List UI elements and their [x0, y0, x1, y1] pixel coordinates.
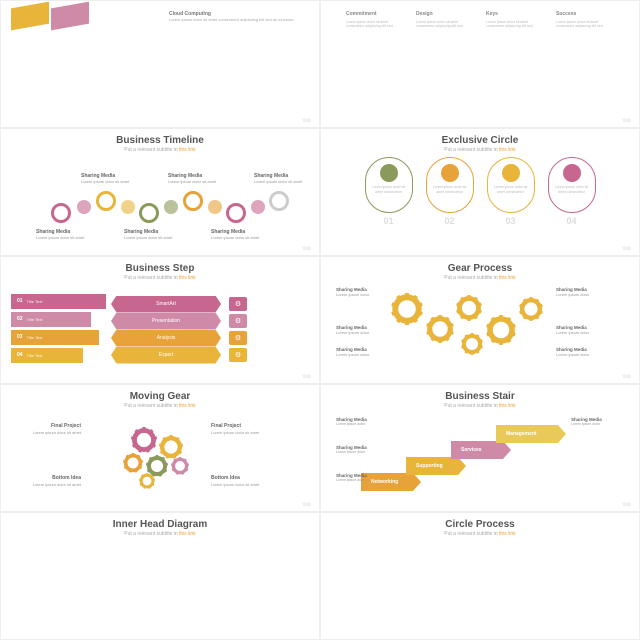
timeline-title: Business Timeline [11, 135, 309, 146]
gear-icon [426, 315, 454, 348]
step-bar: 04Title Text [11, 348, 83, 363]
page-indicator: ⊙⊙ [303, 118, 311, 124]
slide-inner-head: Inner Head Diagram Put a relevant subtit… [0, 512, 320, 640]
gear-icon [456, 295, 482, 326]
exclusive-item: Lorem ipsum dolor sit amet consectetur03 [483, 157, 538, 226]
gear-icon [519, 297, 543, 326]
cloud-text: Cloud Computing Lorem ipsum dolor sit am… [169, 11, 309, 22]
slide-circle-process: Circle Process Put a relevant subtitle i… [320, 512, 640, 640]
timeline-node [226, 203, 246, 223]
stair-arrow: Management [496, 425, 566, 443]
timeline-node [269, 191, 289, 211]
timeline-node [139, 203, 159, 223]
gear-icon [461, 333, 483, 360]
stair-arrow: Services [451, 441, 511, 459]
gear-icon [171, 457, 189, 480]
timeline-node [96, 191, 116, 211]
timeline-node [183, 191, 203, 211]
slide-moving-gear: Moving Gear Put a relevant subtitle in t… [0, 384, 320, 512]
slide-business-stair: Business Stair Put a relevant subtitle i… [320, 384, 640, 512]
exclusive-item: Lorem ipsum dolor sit amet consectetur02 [422, 157, 477, 226]
gear-icon [486, 315, 516, 350]
step-row: Analysis [111, 330, 221, 347]
step-row: Expert [111, 347, 221, 364]
step-row: SmartArt [111, 296, 221, 313]
exclusive-item: Lorem ipsum dolor sit amet consectetur04 [544, 157, 599, 226]
slide-gear-process: Gear Process Put a relevant subtitle in … [320, 256, 640, 384]
slide-timeline: Business Timeline Put a relevant subtitl… [0, 128, 320, 256]
exclusive-item: Lorem ipsum dolor sit amet consectetur01 [361, 157, 416, 226]
step-bar: 03Title Text [11, 330, 99, 345]
slide-columns: CommitmentLorem ipsum dolor sit amet con… [320, 0, 640, 128]
step-bar: 01Title Text [11, 294, 106, 309]
gear-icon [139, 473, 155, 494]
gear-icon [391, 293, 423, 330]
slide-business-step: Business Step Put a relevant subtitle in… [0, 256, 320, 384]
slide-exclusive-circle: Exclusive Circle Put a relevant subtitle… [320, 128, 640, 256]
stair-arrow: Supporting [406, 457, 466, 475]
step-bar: 02Title Text [11, 312, 91, 327]
timeline-node [51, 203, 71, 223]
step-row: Presentation [111, 313, 221, 330]
slide-partial-bars: Cloud Computing Lorem ipsum dolor sit am… [0, 0, 320, 128]
